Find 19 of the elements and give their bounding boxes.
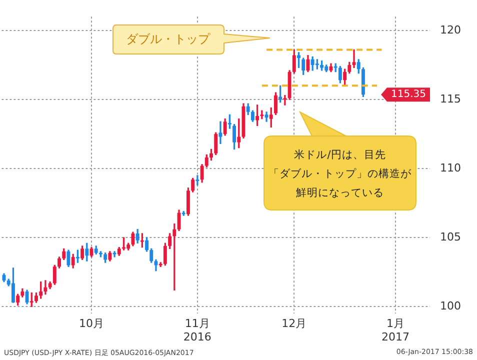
annotation: 「ダブル・トップ」の構造が: [268, 167, 412, 182]
y-tick-label: 120: [440, 23, 462, 36]
y-tick-label: 110: [440, 161, 462, 174]
x-tick-label: 11月 2016: [183, 317, 212, 344]
candlestick: [196, 175, 200, 186]
annotation: ダブル・トップ: [125, 31, 212, 47]
x-tick-label: 10月: [79, 317, 104, 330]
annotation: 鮮明になっている: [295, 186, 385, 201]
x-tick-label: 1月 2017: [381, 317, 410, 344]
annotation: 米ドル/円は、目先: [293, 148, 387, 163]
speech-bubble: ダブル・トップ: [112, 24, 272, 56]
y-tick-label: 105: [440, 230, 462, 244]
annotation: 115.35: [391, 89, 426, 100]
y-tick-label: 100: [440, 300, 462, 313]
candlestick: [283, 95, 287, 106]
x-tick-label: 12月: [282, 317, 307, 330]
candlestick: [352, 49, 356, 68]
y-tick-label: 115: [440, 92, 462, 106]
candlestick: [218, 121, 222, 144]
